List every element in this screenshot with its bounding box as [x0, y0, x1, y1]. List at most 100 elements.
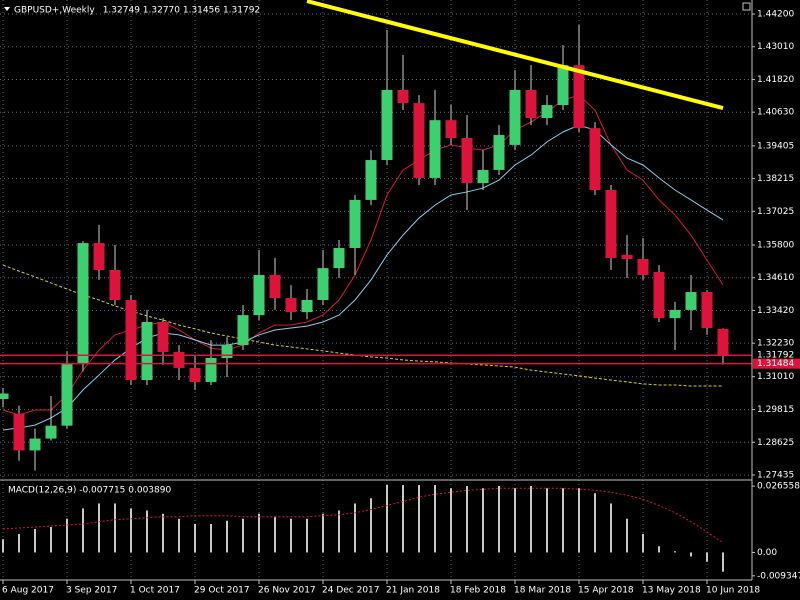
macd-bar: [2, 539, 4, 553]
macd-bar: [386, 484, 388, 553]
candle-body: [637, 259, 649, 275]
candle-body: [173, 351, 185, 368]
macd-bar: [178, 518, 180, 553]
macd-bar: [210, 523, 212, 553]
macd-bar: [722, 552, 724, 572]
candle-body: [141, 321, 153, 381]
macd-bar: [162, 513, 164, 553]
macd-bar: [194, 523, 196, 553]
candle-body: [61, 363, 73, 426]
trendline: [306, 0, 724, 111]
candle-body: [573, 65, 585, 129]
x-tick-label: 18 Mar 2018: [514, 586, 571, 596]
macd-bar: [258, 513, 260, 553]
ohlc-header: 1.32749 1.32770 1.31456 1.31792: [103, 6, 260, 16]
x-tick-label: 6 Aug 2017: [2, 586, 54, 596]
candle-body: [349, 199, 361, 249]
macd-panel: [2, 484, 724, 572]
macd-bar: [130, 508, 132, 553]
y-tick-label: 1.43010: [757, 42, 794, 52]
macd-bar: [594, 493, 596, 553]
macd-bar: [674, 551, 676, 553]
price-label: 1.31484: [757, 359, 794, 369]
macd-bar: [450, 488, 452, 553]
candle-body: [701, 292, 713, 329]
candle-body: [269, 274, 281, 299]
y-tick-label: 1.28625: [757, 438, 794, 448]
macd-bar: [50, 526, 52, 553]
price-panel: [0, 0, 752, 471]
candle-body: [397, 89, 409, 104]
macd-bar: [402, 484, 404, 553]
candle-body: [589, 128, 601, 191]
candle-body: [461, 138, 473, 184]
candle-body: [205, 358, 217, 382]
y-tick-label: 1.40630: [757, 108, 794, 118]
x-tick-label: 10 Jun 2018: [706, 586, 760, 596]
price-label: 1.31792: [757, 351, 794, 361]
macd-bar: [114, 503, 116, 553]
candle-body: [669, 309, 681, 319]
y-tick-label: 1.32230: [757, 339, 794, 349]
candle-body: [365, 160, 377, 200]
candle-body: [685, 292, 697, 310]
indicator-line: [2, 94, 724, 416]
candle-body: [413, 103, 425, 178]
macd-bar: [562, 488, 564, 553]
x-tick-label: 26 Nov 2017: [258, 586, 316, 596]
candle-body: [285, 298, 297, 313]
y-tick-label: 0.026558: [757, 482, 800, 492]
x-tick-label: 1 Oct 2017: [130, 586, 180, 596]
candle-body: [221, 345, 233, 359]
macd-bar: [434, 484, 436, 553]
menu-icon[interactable]: [4, 7, 10, 11]
macd-bar: [18, 533, 20, 553]
macd-bar: [98, 503, 100, 553]
y-tick-label: 1.37025: [757, 207, 794, 217]
y-tick-label: 1.35800: [757, 240, 794, 250]
macd-bar: [418, 484, 420, 553]
candle-body: [157, 321, 169, 352]
candle-body: [125, 299, 137, 381]
candle-body: [29, 438, 41, 451]
macd-bar: [242, 518, 244, 553]
window-icon[interactable]: [742, 2, 751, 11]
candle-body: [109, 270, 121, 300]
macd-bar: [274, 516, 276, 553]
x-tick-label: 3 Sep 2017: [66, 586, 117, 596]
candle-body: [445, 120, 457, 139]
y-tick-label: 1.34610: [757, 273, 794, 283]
candle-body: [557, 65, 569, 106]
y-tick-label: 1.27435: [757, 471, 794, 481]
macd-bar: [466, 485, 468, 553]
macd-bar: [546, 488, 548, 553]
macd-bar: [354, 503, 356, 553]
y-tick-label: 1.38215: [757, 174, 794, 184]
candle-body: [93, 243, 105, 271]
candle-body: [605, 190, 617, 258]
candle-body: [381, 89, 393, 161]
x-tick-label: 21 Jan 2018: [386, 586, 440, 596]
indicator-line: [2, 487, 724, 544]
indicator-line: [2, 124, 724, 431]
candle-body: [301, 299, 313, 313]
candle-body: [717, 328, 729, 356]
y-tick-label: 1.33420: [757, 306, 794, 316]
candle-body: [253, 274, 265, 316]
x-tick-label: 18 Feb 2018: [450, 586, 506, 596]
chart-title: GBPUSD+,Weekly: [14, 6, 95, 16]
macd-title: MACD(12,26,9) -0.007715 0.003890: [8, 486, 171, 496]
candle-body: [541, 105, 553, 118]
macd-bar: [290, 518, 292, 553]
candle-body: [493, 135, 505, 170]
macd-bar: [578, 488, 580, 553]
macd-bar: [322, 513, 324, 553]
macd-bar: [82, 508, 84, 553]
macd-bar: [482, 488, 484, 553]
axes: [0, 0, 753, 581]
macd-bar: [642, 533, 644, 553]
y-tick-label: 0.00: [757, 548, 777, 558]
macd-bar: [146, 510, 148, 553]
candle-body: [13, 413, 25, 451]
